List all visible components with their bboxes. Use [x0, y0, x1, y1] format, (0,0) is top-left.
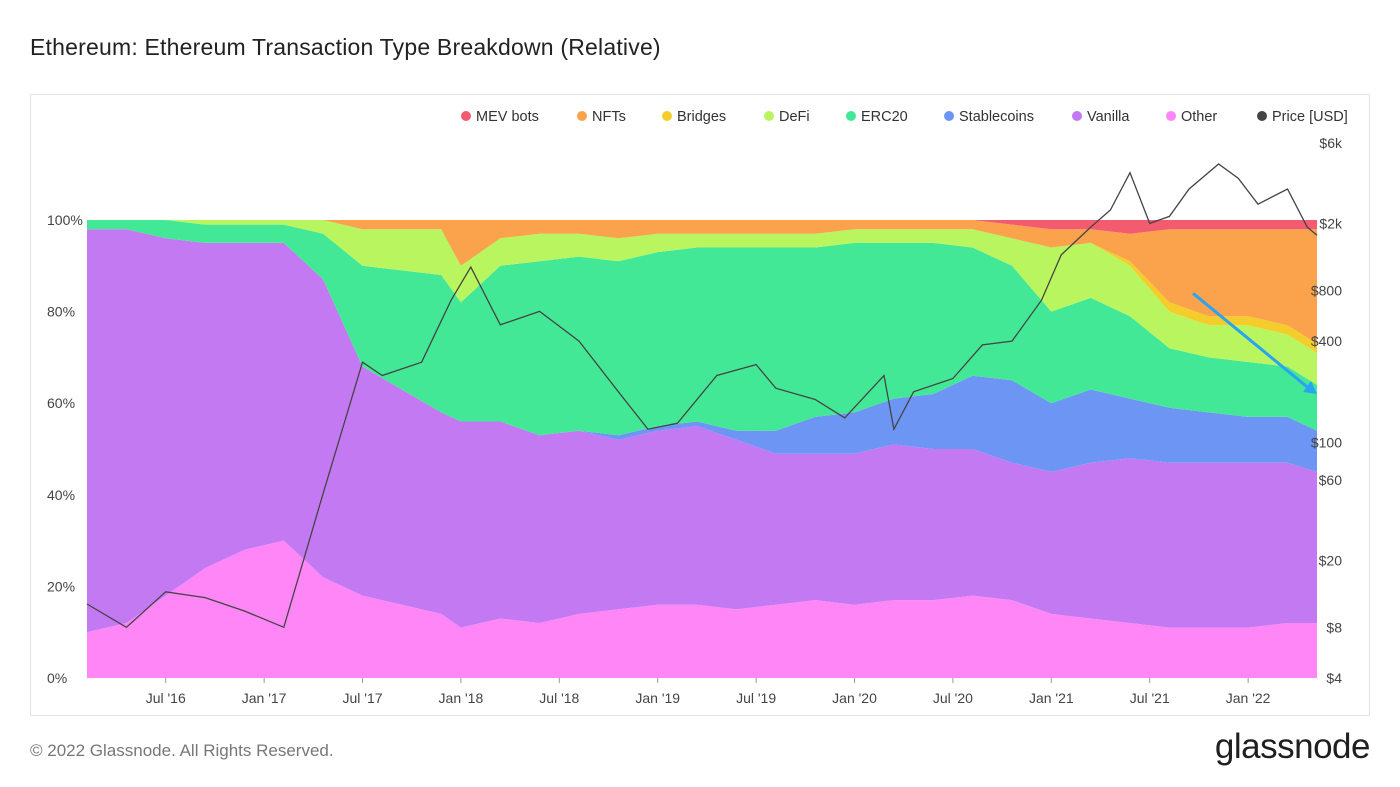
x-tick-label: Jul '18 [539, 690, 579, 706]
y-right-tick: $4 [1326, 670, 1342, 686]
legend-swatch-mev-bots [461, 111, 471, 121]
area-stablecoins [87, 229, 1317, 472]
y-right-tick: $400 [1311, 333, 1342, 349]
legend-label-price-usd-: Price [USD] [1272, 109, 1348, 125]
y-left-tick: 60% [47, 395, 75, 411]
x-tick-label: Jan '22 [1226, 690, 1271, 706]
x-tick-label: Jan '19 [635, 690, 680, 706]
y-right-tick: $20 [1319, 552, 1343, 568]
area-vanilla [87, 229, 1317, 633]
legend-swatch-nfts [577, 111, 587, 121]
x-tick-label: Jul '19 [736, 690, 776, 706]
legend: MEV bots NFTs Bridges DeFi ERC20 Stablecoins V… [461, 109, 1348, 125]
legend-label-defi: DeFi [779, 109, 810, 125]
legend-label-nfts: NFTs [592, 109, 626, 125]
x-tick-label: Jul '20 [933, 690, 973, 706]
area-other [87, 540, 1317, 678]
y-right-tick: $6k [1319, 135, 1343, 151]
y-right-tick: $800 [1311, 282, 1342, 298]
chart-frame: glassnode0%20%40%60%80%100%$4$8$20$60$10… [30, 94, 1370, 716]
x-tick-label: Jan '17 [242, 690, 287, 706]
legend-label-erc20: ERC20 [861, 109, 908, 125]
legend-swatch-defi [764, 111, 774, 121]
stacked-areas [87, 220, 1317, 678]
x-tick-label: Jul '16 [146, 690, 186, 706]
x-tick-label: Jan '18 [439, 690, 484, 706]
legend-swatch-erc20 [846, 111, 856, 121]
legend-label-other: Other [1181, 109, 1217, 125]
arrow-head [1303, 381, 1317, 395]
x-tick-label: Jan '20 [832, 690, 877, 706]
copyright-text: © 2022 Glassnode. All Rights Reserved. [30, 741, 334, 760]
annotation-arrow [1192, 292, 1317, 395]
x-tick-label: Jan '21 [1029, 690, 1074, 706]
legend-label-stablecoins: Stablecoins [959, 109, 1034, 125]
area-mev-bots [87, 220, 1317, 234]
area-nfts [87, 220, 1317, 344]
area-defi [87, 220, 1317, 385]
legend-label-vanilla: Vanilla [1087, 109, 1130, 125]
legend-swatch-other [1166, 111, 1176, 121]
y-left-tick: 100% [47, 212, 83, 228]
y-right-tick: $100 [1311, 435, 1342, 451]
y-right-tick: $60 [1319, 472, 1343, 488]
y-left-tick: 80% [47, 304, 75, 320]
legend-swatch-bridges [662, 111, 672, 121]
y-right-tick: $8 [1326, 619, 1342, 635]
legend-label-bridges: Bridges [677, 109, 726, 125]
y-left-tick: 0% [47, 670, 67, 686]
chart-svg: glassnode0%20%40%60%80%100%$4$8$20$60$10… [47, 109, 1348, 706]
page-title: Ethereum: Ethereum Transaction Type Brea… [30, 34, 661, 60]
area-erc20 [87, 220, 1317, 436]
y-right-tick: $2k [1319, 215, 1343, 231]
x-tick-label: Jul '17 [343, 690, 383, 706]
legend-swatch-stablecoins [944, 111, 954, 121]
y-left-tick: 40% [47, 487, 75, 503]
price-line [86, 163, 1318, 629]
legend-swatch-price-usd- [1257, 111, 1267, 121]
y-left-tick: 20% [47, 578, 75, 594]
legend-label-mev-bots: MEV bots [476, 109, 539, 125]
glassnode-logo[interactable]: glassnode [1214, 727, 1371, 766]
arrow-shaft [1192, 292, 1312, 392]
legend-swatch-vanilla [1072, 111, 1082, 121]
x-tick-label: Jul '21 [1130, 690, 1170, 706]
